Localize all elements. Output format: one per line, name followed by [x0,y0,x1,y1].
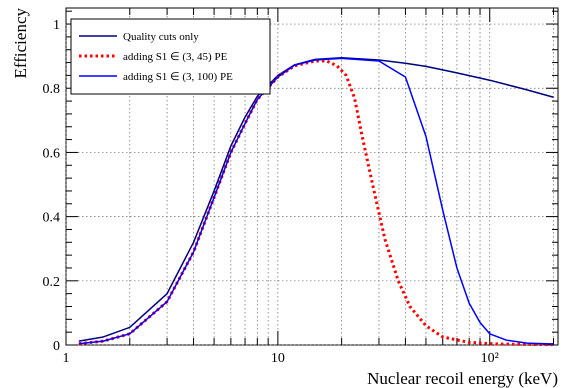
y-axis-title: Efficiency [11,8,30,79]
tick-labels: 1 10 10² 0 0.2 0.4 0.6 0.8 1 [43,18,499,366]
y-tick-label: 0.6 [43,146,61,161]
legend: Quality cuts only adding S1 ∈ (3, 45) PE… [70,18,271,95]
series-line-0 [78,57,554,342]
series-line-2 [78,57,554,345]
x-tick-label: 10² [481,351,499,366]
grid-lines [65,8,558,346]
series-line-1 [78,59,554,347]
series-lines [78,57,554,347]
y-tick-label: 0.4 [43,211,61,226]
y-tick-label: 1 [53,18,60,33]
legend-label-s1-100: adding S1 ∈ (3, 100) PE [123,71,233,83]
legend-label-quality: Quality cuts only [123,31,199,43]
x-tick-label: 10 [271,351,285,366]
legend-label-s1-45: adding S1 ∈ (3, 45) PE [123,51,228,63]
legend-box [70,18,271,95]
y-tick-label: 0.2 [43,275,61,290]
x-tick-label: 1 [63,351,70,366]
x-axis-title: Nuclear recoil energy (keV) [367,369,558,388]
y-tick-label: 0.8 [43,82,61,97]
y-tick-label: 0 [53,339,60,354]
